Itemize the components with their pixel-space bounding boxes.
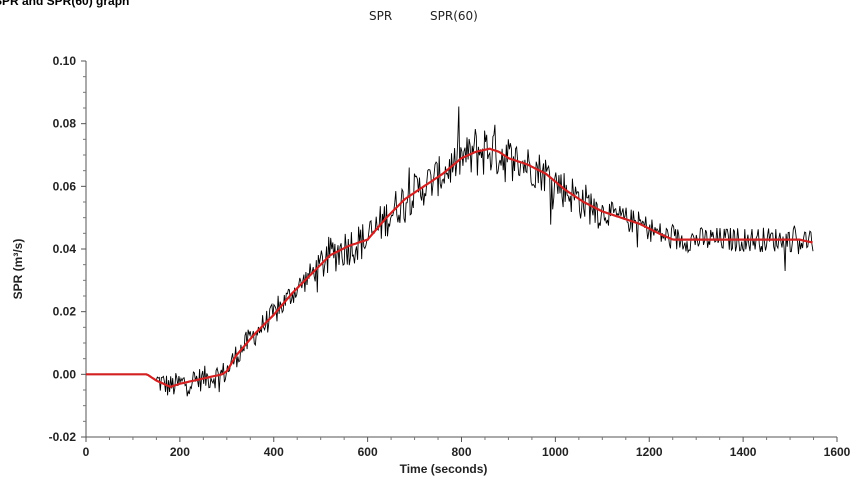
series-spr60-line [86, 147, 813, 388]
legend: SPR SPR(60) [369, 9, 478, 23]
x-tick-label: 800 [451, 445, 471, 459]
x-tick-label: 1600 [824, 445, 851, 459]
y-axis-label: SPR (m³/s) [11, 239, 25, 300]
legend-item-spr: SPR [369, 9, 393, 23]
x-axis-label: Time (seconds) [400, 462, 488, 476]
y-tick-label: 0.06 [53, 179, 77, 193]
x-tick-label: 400 [264, 445, 284, 459]
x-tick-label: 0 [83, 445, 90, 459]
y-tick-label: 0.02 [53, 305, 77, 319]
chart-title: SPR and SPR(60) graph [0, 0, 130, 8]
x-tick-label: 1200 [636, 445, 663, 459]
x-tick-label: 600 [358, 445, 378, 459]
legend-item-spr60: SPR(60) [430, 9, 478, 23]
y-tick-label: -0.02 [49, 430, 77, 444]
x-tick-label: 1000 [542, 445, 569, 459]
y-tick-label: 0.10 [53, 54, 77, 68]
y-tick-label: 0.00 [53, 367, 77, 381]
series-spr-line [86, 106, 814, 397]
y-tick-label: 0.08 [53, 117, 77, 131]
x-tick-label: 1400 [730, 445, 757, 459]
y-tick-label: 0.04 [53, 242, 77, 256]
x-tick-label: 200 [170, 445, 190, 459]
